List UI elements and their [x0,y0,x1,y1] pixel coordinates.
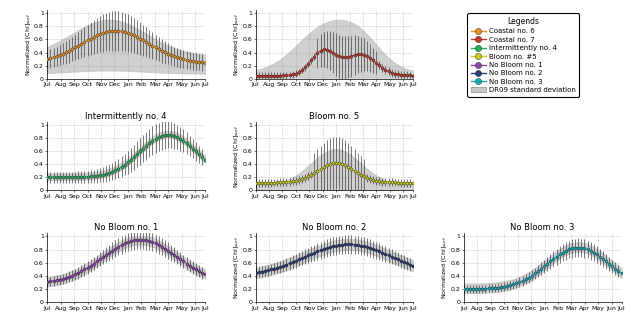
Title: No Bloom no. 2: No Bloom no. 2 [302,223,367,232]
Title: Intermittently no. 4: Intermittently no. 4 [85,112,167,121]
Title: No Bloom no. 3: No Bloom no. 3 [510,223,575,232]
Y-axis label: Normalized [Chl]$_{surf}$: Normalized [Chl]$_{surf}$ [232,236,241,299]
Y-axis label: Normalized [Chl]$_{surf}$: Normalized [Chl]$_{surf}$ [232,124,241,188]
Y-axis label: Normalized [Chl]$_{surf}$: Normalized [Chl]$_{surf}$ [232,13,241,76]
Title: Bloom no. 5: Bloom no. 5 [309,112,360,121]
Title: No Bloom no. 1: No Bloom no. 1 [94,223,158,232]
Y-axis label: Normalized [Chl]$_{surf}$: Normalized [Chl]$_{surf}$ [24,13,33,76]
Legend: Coastal no. 6, Coastal no. 7, Intermittently no. 4, Bloom no. #5, No Bloom no. 1: Coastal no. 6, Coastal no. 7, Intermitte… [468,13,579,97]
Y-axis label: Normalized [Chl]$_{surf}$: Normalized [Chl]$_{surf}$ [440,236,449,299]
